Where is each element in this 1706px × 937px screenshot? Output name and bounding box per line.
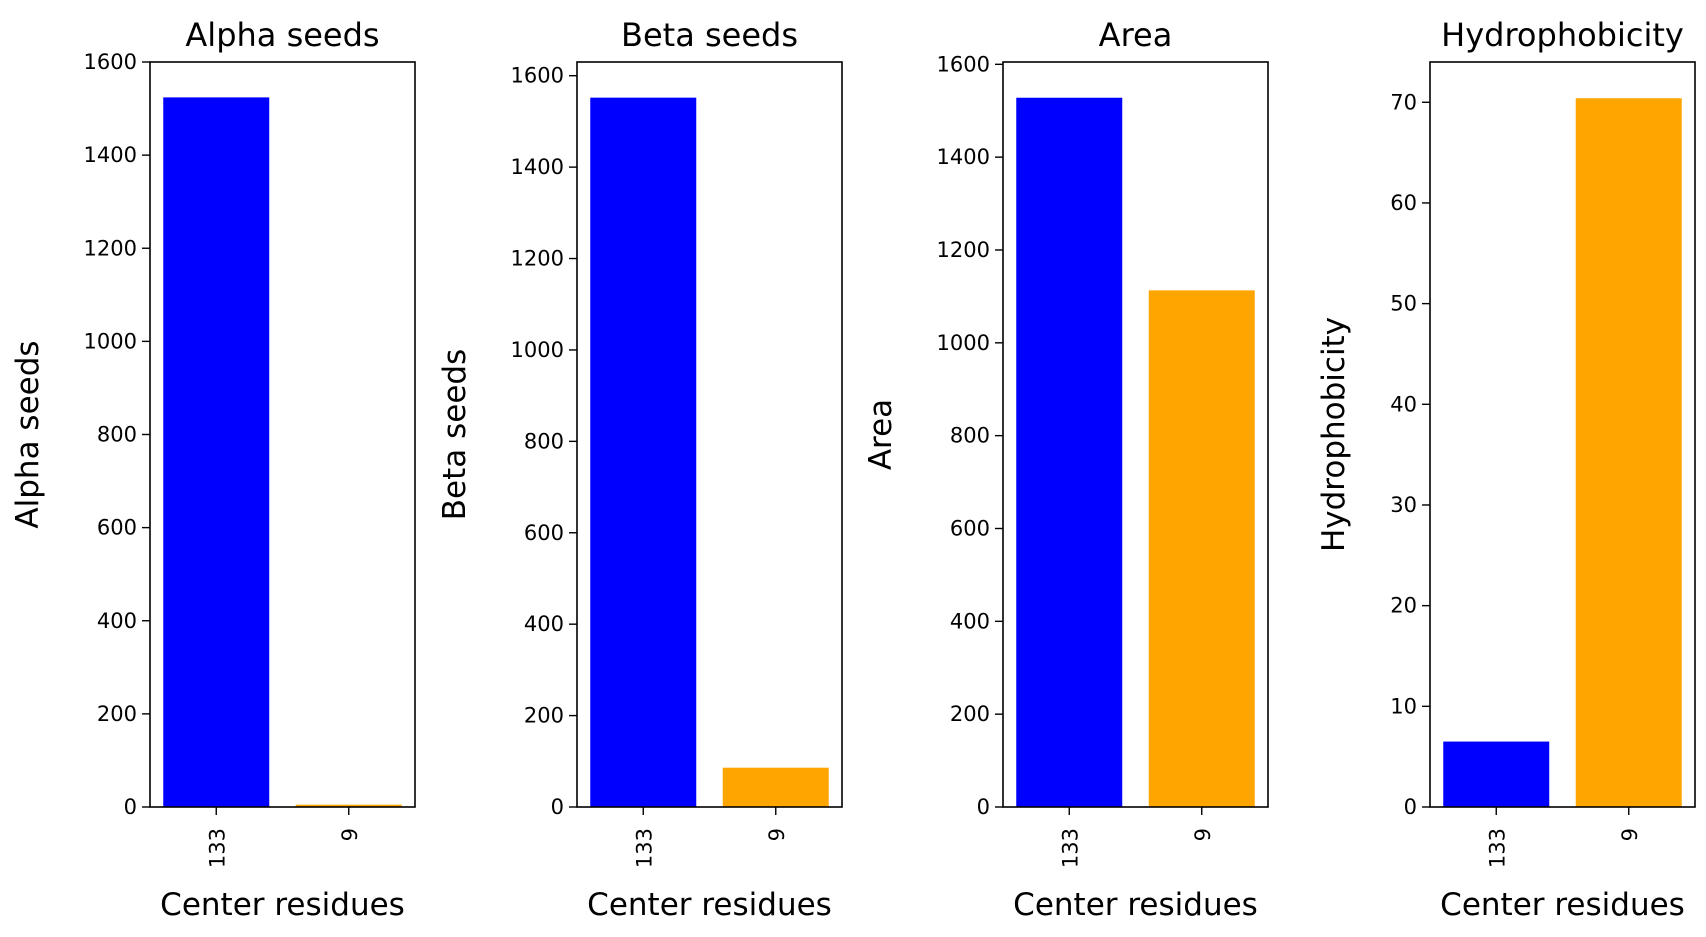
- y-tick-label: 0: [124, 795, 137, 819]
- x-tick-label: 133: [632, 828, 656, 868]
- y-tick-label: 800: [950, 424, 990, 448]
- y-tick-label: 1600: [937, 52, 990, 76]
- y-tick-label: 20: [1390, 594, 1417, 618]
- bar-9: [1148, 290, 1255, 807]
- chart-panel-2: 133 9 0 200 400 600 800 1000 1200 1400 1600 Beta se…: [437, 16, 843, 923]
- chart-title: Area: [1099, 16, 1173, 54]
- y-tick-label: 40: [1390, 392, 1417, 416]
- x-tick-label: 133: [1058, 828, 1082, 868]
- y-tick-label: 600: [524, 521, 564, 545]
- y-tick-label: 1000: [511, 338, 564, 362]
- bar-133: [1016, 97, 1123, 808]
- y-tick-label: 10: [1390, 694, 1417, 718]
- bar-133: [1443, 741, 1550, 807]
- x-tick-label: 9: [338, 828, 362, 841]
- y-tick-label: 400: [97, 609, 137, 633]
- bar-133: [590, 97, 697, 807]
- y-tick-label: 1400: [937, 145, 990, 169]
- y-tick-label: 0: [1404, 795, 1417, 819]
- x-axis-label: Center residues: [587, 887, 832, 923]
- chart-panel-1: 133 9 0 200 400 600 800 1000 1200 1400 1600 Alpha s…: [10, 16, 416, 923]
- y-tick-label: 1200: [84, 236, 137, 260]
- y-tick-label: 600: [97, 516, 137, 540]
- y-tick-label: 200: [97, 702, 137, 726]
- y-tick-label: 200: [524, 704, 564, 728]
- axes-frame: [576, 61, 843, 808]
- x-tick-label: 133: [205, 828, 229, 868]
- y-tick-label: 70: [1390, 90, 1417, 114]
- y-tick-label: 50: [1390, 292, 1417, 316]
- chart-title: Beta seeds: [621, 16, 798, 54]
- y-tick-label: 400: [950, 609, 990, 633]
- y-tick-label: 30: [1390, 493, 1417, 517]
- chart-panel-3: 133 9 0 200 400 600 800 1000 1200 1400 1600 Area Cen…: [863, 16, 1269, 923]
- axes-frame: [1429, 61, 1696, 808]
- y-tick-label: 0: [551, 795, 564, 819]
- y-axis-label: Hydrophobicity: [1316, 317, 1352, 552]
- y-tick-label: 60: [1390, 191, 1417, 215]
- y-tick-label: 1600: [84, 50, 137, 74]
- x-axis-label: Center residues: [1013, 887, 1258, 923]
- bar-9: [1575, 98, 1682, 808]
- y-axis-label: Area: [863, 399, 899, 470]
- x-axis-label: Center residues: [1440, 887, 1685, 923]
- y-tick-label: 800: [97, 423, 137, 447]
- y-tick-label: 1000: [937, 331, 990, 355]
- y-tick-label: 400: [524, 612, 564, 636]
- chart-title: Hydrophobicity: [1441, 16, 1684, 54]
- axes-frame: [1002, 61, 1269, 808]
- chart-title: Alpha seeds: [185, 16, 379, 54]
- y-tick-label: 1200: [511, 247, 564, 271]
- y-tick-label: 1400: [84, 143, 137, 167]
- y-tick-label: 1600: [511, 64, 564, 88]
- y-tick-label: 1200: [937, 238, 990, 262]
- x-tick-label: 9: [765, 828, 789, 841]
- y-axis-label: Alpha seeds: [10, 340, 46, 528]
- bar-9: [295, 804, 402, 807]
- y-tick-label: 0: [977, 795, 990, 819]
- x-axis-label: Center residues: [160, 887, 405, 923]
- bar-133: [163, 97, 270, 807]
- x-tick-label: 133: [1485, 828, 1509, 868]
- y-axis-label: Beta seeds: [437, 349, 473, 520]
- chart-panel-4: 133 9 0 10 20 30 40 50 60 70 Hydrophobicity Center …: [1316, 16, 1696, 923]
- x-tick-label: 9: [1618, 828, 1642, 841]
- bar-9: [722, 767, 829, 807]
- x-tick-label: 9: [1191, 828, 1215, 841]
- y-tick-label: 1000: [84, 329, 137, 353]
- y-tick-label: 600: [950, 516, 990, 540]
- y-tick-label: 200: [950, 702, 990, 726]
- y-tick-label: 800: [524, 429, 564, 453]
- y-tick-label: 1400: [511, 155, 564, 179]
